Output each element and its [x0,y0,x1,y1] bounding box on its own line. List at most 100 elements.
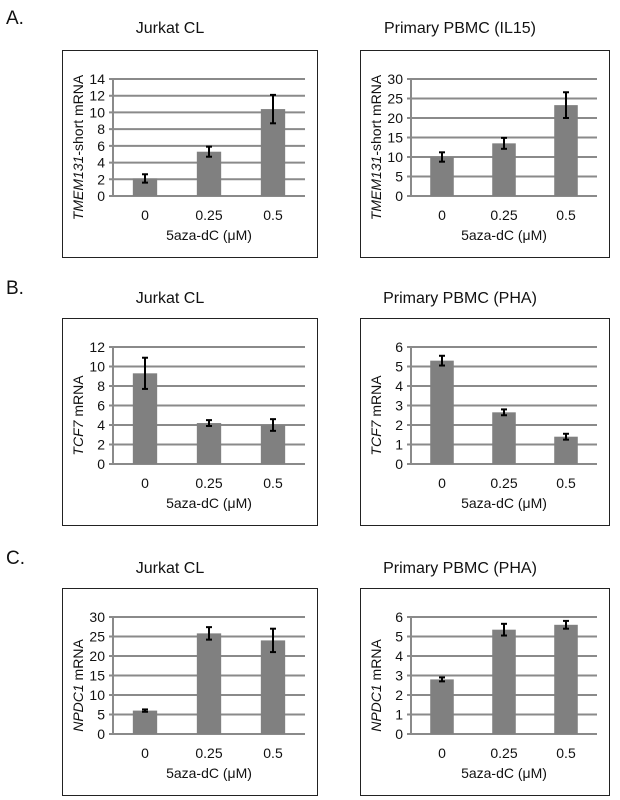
y-tick-label: 10 [387,149,403,165]
y-tick-label: 0 [97,188,105,204]
y-tick-label: 1 [395,437,403,453]
y-tick-label: 8 [97,378,105,394]
y-tick-label: 12 [89,88,105,104]
y-tick-label: 10 [89,687,105,703]
x-axis-label: 5aza-dC (μM) [461,227,547,243]
x-tick-label: 0 [141,745,149,761]
section-label-a: A. [6,8,24,29]
y-axis-label: TCF7 mRNA [70,375,86,456]
bar [430,157,454,196]
x-tick-label: 0.25 [490,475,517,491]
y-axis-label: NPDC1 mRNA [368,639,384,732]
y-tick-label: 3 [395,668,403,684]
error-bar [501,136,507,150]
y-tick-label: 5 [395,629,403,645]
x-tick-label: 0 [141,475,149,491]
x-tick-label: 0.5 [556,207,576,223]
y-tick-label: 2 [97,171,105,187]
y-tick-label: 4 [395,648,403,664]
y-tick-label: 5 [97,707,105,723]
panel-title-a-right: Primary PBMC (IL15) [383,20,537,37]
error-bar [142,356,148,390]
x-tick-label: 0.25 [195,475,222,491]
y-axis-label-gene: NPDC1 [70,684,86,731]
x-axis-label: 5aza-dC (μM) [166,227,252,243]
y-tick-label: 5 [395,359,403,375]
x-tick-label: 0.5 [556,475,576,491]
y-tick-label: 0 [97,456,105,472]
y-tick-label: 25 [89,629,105,645]
y-axis-label: TCF7 mRNA [368,375,384,456]
bar [196,633,222,734]
panel-title-b-right: Primary PBMC (PHA) [383,290,537,307]
x-tick-label: 0 [438,745,446,761]
y-tick-label: 15 [89,668,105,684]
error-bar [206,626,212,641]
y-tick-label: 4 [97,155,105,171]
y-tick-label: 20 [387,110,403,126]
error-bar [563,619,569,630]
bar [492,629,516,734]
y-tick-label: 30 [387,71,403,87]
y-tick-label: 25 [387,91,403,107]
panel-title-a-left: Jurkat CL [135,20,205,37]
error-bar [206,145,212,158]
y-tick-label: 12 [89,339,105,355]
bar [132,178,158,196]
x-tick-label: 0.5 [263,207,283,223]
bar [196,423,222,464]
error-bar [439,151,445,163]
y-tick-label: 14 [89,71,105,87]
y-axis-label-gene: NPDC1 [368,684,384,731]
y-axis-label-suffix: -short mRNA [70,74,86,156]
bar [430,679,454,734]
chart-c-right: 0 1 2 3 4 5 6 0 0.25 0.5 5aza-dC (μM) NPDC1 mRNA [360,588,610,796]
y-axis-label-gene: TCF7 [368,419,384,455]
y-tick-label: 5 [395,169,403,185]
x-tick-label: 0.5 [556,745,576,761]
panel-title-c-left: Jurkat CL [135,560,205,577]
bar [492,412,516,464]
error-bar [270,93,276,125]
x-tick-label: 0.25 [490,207,517,223]
y-axis-label-suffix: mRNA [70,639,86,685]
x-tick-label: 0 [141,207,149,223]
bar [554,105,578,196]
y-tick-label: 4 [395,378,403,394]
y-tick-label: 8 [97,121,105,137]
y-tick-label: 2 [395,417,403,433]
y-tick-label: 6 [97,398,105,414]
error-bar [142,708,148,713]
y-tick-label: 2 [97,437,105,453]
y-tick-label: 0 [395,188,403,204]
x-tick-label: 0.5 [263,475,283,491]
x-tick-label: 0 [438,475,446,491]
y-tick-label: 15 [387,130,403,146]
y-axis-label-suffix: -short mRNA [368,74,384,156]
bar [260,640,286,734]
bar [132,710,158,734]
error-bar [439,676,445,683]
x-axis-label: 5aza-dC (μM) [461,765,547,781]
bar [554,624,578,734]
chart-a-right: 0 5 10 15 20 25 30 0 0.25 0.5 5aza-dC (μM) TMEM131-… [360,50,610,258]
error-bar [501,408,507,417]
panel-title-c-right: Primary PBMC (PHA) [383,560,537,577]
section-label-b: B. [6,278,24,299]
chart-b-right: 0 1 2 3 4 5 6 0 0.25 0.5 5aza-dC (μM) TCF7 mRNA [360,318,610,526]
error-bar [270,418,276,432]
y-axis-label-gene: TCF7 [70,419,86,455]
x-tick-label: 0.5 [263,745,283,761]
chart-b-left: 0 2 4 6 8 10 12 0 0.25 0.5 5aza-dC (μM) TCF7 mRNA [62,318,318,526]
y-axis-label-suffix: mRNA [368,639,384,685]
y-tick-label: 4 [97,417,105,433]
x-axis-label: 5aza-dC (μM) [166,495,252,511]
y-axis-label-gene: TMEM131 [70,156,86,221]
error-bar [563,432,569,441]
x-axis-label: 5aza-dC (μM) [166,765,252,781]
y-axis-label-suffix: mRNA [70,375,86,421]
y-axis-label: NPDC1 mRNA [70,639,86,732]
y-axis-label: TMEM131-short mRNA [70,74,86,220]
x-tick-label: 0 [438,207,446,223]
x-tick-label: 0.25 [195,207,222,223]
